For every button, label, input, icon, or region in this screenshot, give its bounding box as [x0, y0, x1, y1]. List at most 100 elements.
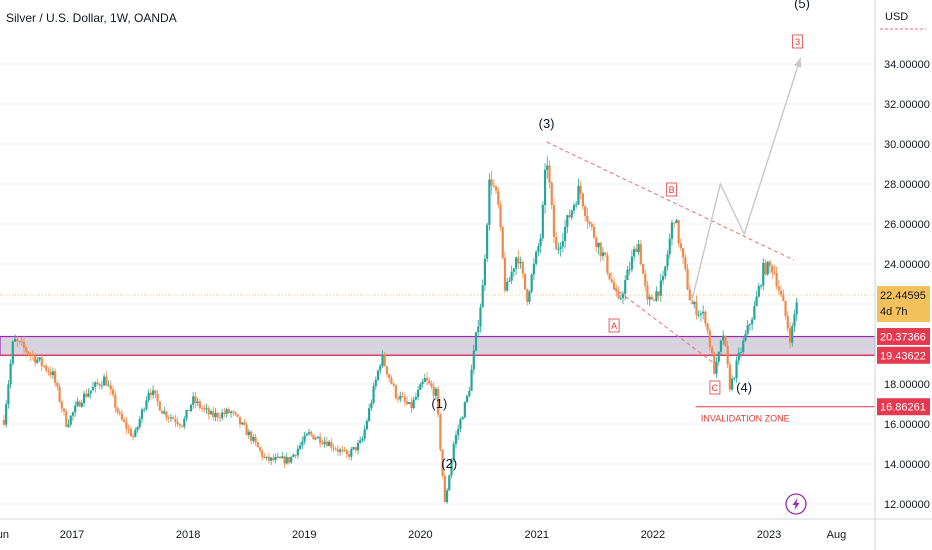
price-tick-label: 26.00000 — [884, 219, 930, 231]
candle-body — [58, 386, 61, 402]
time-tick-label: 2019 — [292, 529, 316, 541]
candle-body — [96, 382, 99, 384]
abc-channel-lower[interactable] — [613, 287, 721, 369]
candle-body — [256, 442, 259, 448]
candle-body — [327, 441, 331, 446]
candle-body — [330, 441, 333, 448]
candle-body — [136, 427, 139, 430]
candle-body — [512, 268, 515, 272]
candle-body — [258, 447, 262, 451]
candle-body — [777, 286, 780, 291]
candle-body — [207, 408, 210, 415]
candle-body — [138, 419, 141, 428]
candle-body — [612, 282, 616, 290]
candle-body — [419, 384, 422, 390]
candle-body — [695, 301, 698, 316]
lightning-icon[interactable] — [785, 493, 807, 515]
currency-label: USD — [885, 11, 908, 23]
candle-body — [735, 360, 738, 378]
candle-body — [149, 392, 152, 396]
candle-body — [385, 366, 389, 375]
candle-body — [129, 429, 132, 437]
wave-label-4: (4) — [736, 380, 752, 395]
candle-body — [579, 185, 582, 194]
candle-body — [535, 251, 538, 264]
candle-body — [519, 261, 522, 264]
candle-body — [762, 262, 765, 286]
price-tick-label: 30.00000 — [884, 139, 930, 151]
candle-body — [715, 361, 718, 374]
candle-body — [644, 273, 647, 286]
candle-body — [183, 418, 186, 427]
candle-body — [103, 376, 106, 386]
candle-body — [216, 412, 219, 418]
candle-body — [791, 326, 794, 343]
candle-body — [468, 390, 471, 396]
candle-body — [287, 456, 291, 463]
price-tick-label: 28.00000 — [884, 179, 930, 191]
candle-body — [559, 246, 562, 249]
time-axis[interactable]: Jun 2017 2018 2019 2020 2021 2022 2023 Aug — [0, 529, 846, 541]
candle-body — [421, 381, 424, 385]
candle-body — [201, 407, 204, 409]
candle-body — [114, 394, 117, 408]
candle-body — [773, 272, 776, 274]
candle-body — [472, 350, 475, 370]
chart-title: Silver / U.S. Dollar, 1W, OANDA — [6, 11, 177, 25]
candle-body — [768, 261, 772, 267]
candle-body — [307, 432, 311, 434]
candle-body — [497, 190, 500, 205]
candle-body — [454, 435, 458, 444]
candle-body — [641, 264, 645, 274]
candle-body — [116, 407, 119, 413]
candle-body — [577, 185, 580, 205]
candle-body — [38, 357, 41, 360]
abc-channel-upper[interactable] — [546, 141, 795, 261]
candle-body — [430, 383, 433, 387]
candle-body — [74, 405, 77, 413]
candle-body — [639, 244, 642, 265]
price-tick-label: 12.00000 — [884, 499, 930, 511]
candle-body — [403, 396, 406, 402]
candle-body — [283, 456, 286, 464]
candle-body — [209, 411, 213, 415]
candle-body — [25, 347, 28, 352]
candle-body — [546, 165, 549, 170]
candle-body — [717, 351, 720, 362]
price-tick-label: 14.00000 — [884, 459, 930, 471]
box-label-c: C — [709, 380, 721, 395]
candle-body — [332, 447, 335, 449]
candle-body — [31, 354, 34, 356]
candle-body — [134, 429, 137, 437]
candle-body — [592, 226, 596, 238]
projection-path[interactable] — [690, 57, 802, 305]
candle-body — [410, 402, 413, 409]
candle-body — [267, 456, 271, 461]
candle-body — [178, 424, 181, 426]
candle-body — [528, 291, 531, 302]
candle-body — [570, 210, 573, 218]
candle-body — [474, 332, 478, 351]
candle-body — [305, 433, 308, 436]
candle-body — [263, 457, 266, 459]
candle-body — [673, 222, 676, 224]
candle-body — [733, 377, 736, 379]
candle-body — [793, 314, 796, 327]
candle-body — [541, 205, 544, 239]
price-axis[interactable]: 34.00000 32.00000 30.00000 28.00000 26.00000… — [884, 59, 930, 511]
candle-body — [174, 419, 177, 422]
candle-body — [165, 411, 168, 418]
candle-body — [125, 421, 128, 429]
last-price-tag: 22.44595 4d 7h — [877, 286, 930, 323]
candle-body — [301, 441, 304, 446]
candle-body — [205, 408, 208, 410]
candle-body — [394, 385, 397, 399]
candle-body — [18, 340, 21, 342]
price-tick-label: 32.00000 — [884, 99, 930, 111]
candle-body — [247, 431, 250, 436]
wave-label-1: (1) — [431, 396, 447, 411]
candle-body — [693, 301, 696, 305]
candle-body — [154, 390, 157, 394]
wave-label-5: (5) — [794, 0, 810, 11]
